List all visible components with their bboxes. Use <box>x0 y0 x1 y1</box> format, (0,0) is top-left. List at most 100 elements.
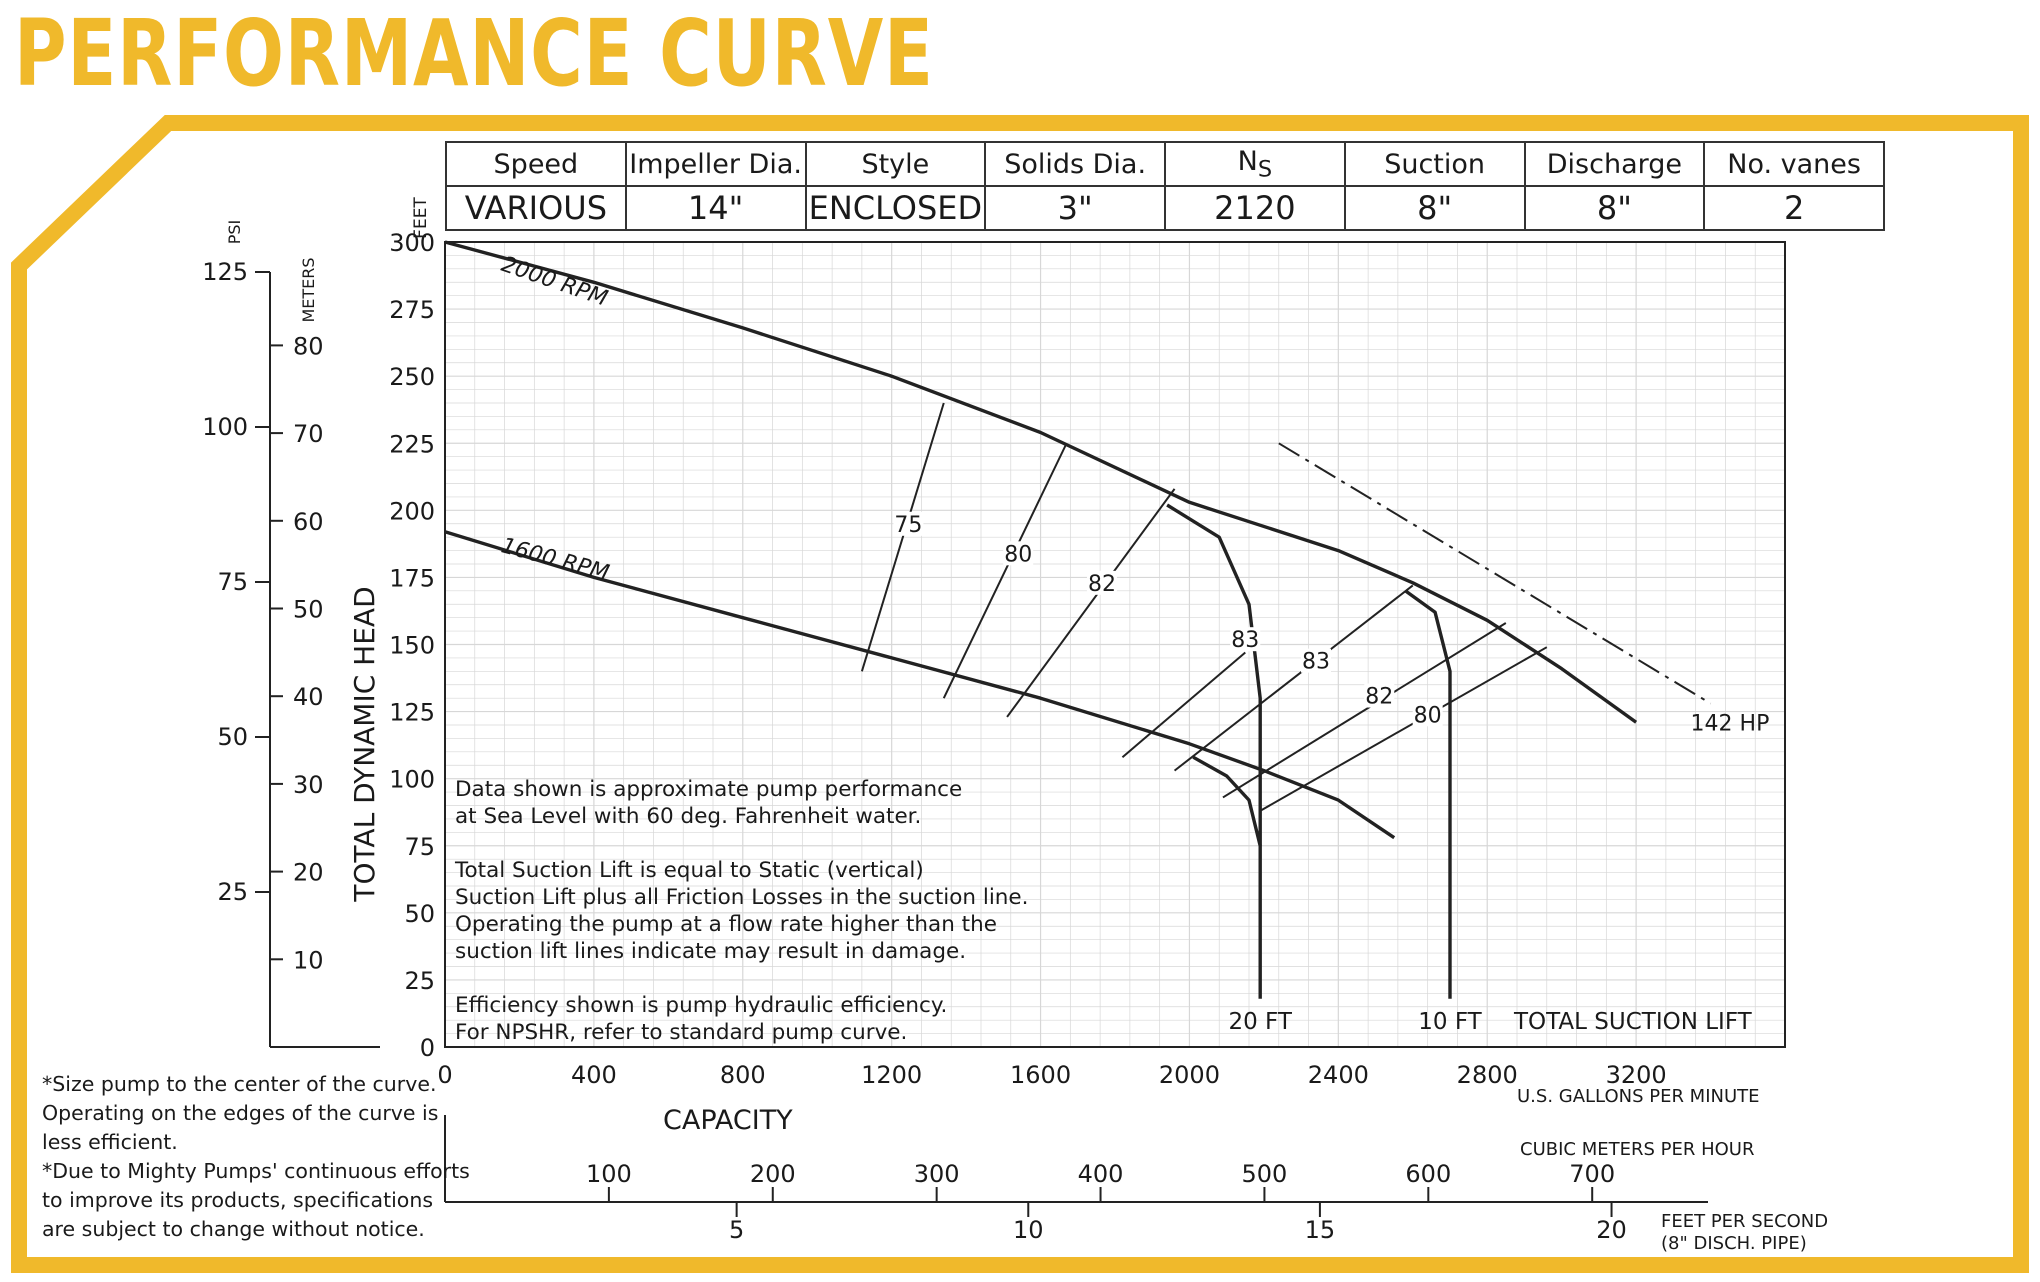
y-tick-label: 0 <box>420 1034 435 1062</box>
footnotes: *Size pump to the center of the curve. O… <box>42 1070 470 1244</box>
spec-header: Impeller Dia. <box>624 141 807 187</box>
note-line: Total Suction Lift is equal to Static (v… <box>455 858 924 883</box>
footnote-line: are subject to change without notice. <box>42 1217 425 1241</box>
spec-header: N <box>1237 145 1258 177</box>
spec-header: Speed <box>445 141 627 187</box>
x-tick-label: 2000 <box>1159 1061 1220 1089</box>
specs-table: Speed Impeller Dia. Style Solids Dia. NS… <box>445 141 1885 231</box>
x-tick-label: 2400 <box>1308 1061 1369 1089</box>
efficiency-label-bg <box>1364 683 1395 708</box>
meters-tick-label: 20 <box>293 859 324 887</box>
suction-lift-label: 10 FT <box>1418 1009 1482 1035</box>
fps-tick-label: 20 <box>1596 1216 1627 1244</box>
fps-tick-label: 5 <box>729 1216 744 1244</box>
meters-tick-label: 30 <box>293 771 324 799</box>
x-tick-label: 1200 <box>861 1061 922 1089</box>
cmh-tick-label: 600 <box>1405 1160 1451 1188</box>
note-line: at Sea Level with 60 deg. Fahrenheit wat… <box>455 804 922 829</box>
spec-value: ENCLOSED <box>804 185 987 231</box>
spec-value: 2 <box>1703 185 1885 231</box>
efficiency-line <box>1173 584 1414 772</box>
meters-tick-label: 40 <box>293 683 324 711</box>
suction-lift-title: TOTAL SUCTION LIFT <box>1513 1009 1753 1035</box>
y-tick-label: 150 <box>389 632 435 660</box>
y-tick-label: 125 <box>389 699 435 727</box>
suction-lift-label: 20 FT <box>1228 1009 1292 1035</box>
cmh-tick-label: 300 <box>914 1160 960 1188</box>
footnote-line: Operating on the edges of the curve is <box>42 1101 439 1125</box>
spec-value: 8" <box>1343 185 1526 231</box>
footnote-line: *Due to Mighty Pumps' continuous efforts <box>42 1159 470 1183</box>
psi-tick-label: 25 <box>217 878 248 906</box>
y-axis-title: TOTAL DYNAMIC HEAD <box>348 586 381 902</box>
footnote-line: *Size pump to the center of the curve. <box>42 1072 437 1096</box>
fps-axis-sublabel: (8" DISCH. PIPE) <box>1661 1233 1807 1254</box>
suction-lift-curve <box>1404 589 1452 999</box>
y-unit-label: FEET <box>411 197 431 239</box>
x-tick-label: 400 <box>571 1061 617 1089</box>
y-tick-label: 300 <box>389 229 435 257</box>
psi-tick-label: 50 <box>217 723 248 751</box>
efficiency-label: 80 <box>1414 703 1442 728</box>
spec-header-ns: NS <box>1164 141 1346 187</box>
cmh-tick-label: 700 <box>1569 1160 1615 1188</box>
efficiency-label-bg <box>1230 627 1261 652</box>
meters-tick-label: 50 <box>293 596 324 624</box>
y-tick-label: 100 <box>389 766 435 794</box>
y-tick-label: 75 <box>404 833 435 861</box>
meters-tick-label: 10 <box>293 946 324 974</box>
series-2000-rpm <box>444 240 1638 724</box>
efficiency-label-bg <box>893 511 924 536</box>
cmh-tick-label: 200 <box>750 1160 796 1188</box>
efficiency-label: 83 <box>1231 628 1259 653</box>
meters-tick-label: 60 <box>293 508 324 536</box>
x-unit-label: U.S. GALLONS PER MINUTE <box>1517 1086 1760 1107</box>
note-line: suction lift lines indicate may result i… <box>455 939 967 964</box>
meters-tick-label: 70 <box>293 420 324 448</box>
specs-header-row: Speed Impeller Dia. Style Solids Dia. NS… <box>445 141 1885 187</box>
efficiency-label: 75 <box>894 513 922 538</box>
meters-tick-label: 80 <box>293 332 324 360</box>
note-suction: Total Suction Lift is equal to Static (v… <box>455 857 1029 965</box>
hp-line <box>1278 442 1712 705</box>
efficiency-label: 83 <box>1302 650 1330 675</box>
efficiency-line <box>1222 622 1507 799</box>
efficiency-line <box>1121 651 1246 758</box>
efficiency-line <box>860 402 945 672</box>
spec-value: 2120 <box>1164 185 1346 231</box>
x-tick-label: 2800 <box>1457 1061 1518 1089</box>
note-efficiency: Efficiency shown is pump hydraulic effic… <box>455 992 947 1046</box>
note-approx: Data shown is approximate pump performan… <box>455 776 962 830</box>
y-tick-label: 275 <box>389 296 435 324</box>
spec-value: 14" <box>624 185 807 231</box>
meters-axis-label: METERS <box>299 257 318 322</box>
note-line: Operating the pump at a flow rate higher… <box>455 912 997 937</box>
x-tick-label: 800 <box>720 1061 766 1089</box>
note-line: For NPSHR, refer to standard pump curve. <box>455 1020 908 1045</box>
x-tick-label: 1600 <box>1010 1061 1071 1089</box>
page-title: PERFORMANCE CURVE <box>14 0 934 107</box>
efficiency-label: 80 <box>1004 542 1032 567</box>
cmh-tick-label: 100 <box>586 1160 632 1188</box>
note-line: Efficiency shown is pump hydraulic effic… <box>455 993 948 1018</box>
chart-grid <box>444 241 1786 1048</box>
efficiency-label: 82 <box>1088 572 1116 597</box>
efficiency-label-bg <box>1301 648 1331 673</box>
x-tick-label: 0 <box>437 1061 452 1089</box>
y-tick-label: 25 <box>404 967 435 995</box>
psi-tick-label: 100 <box>202 413 248 441</box>
efficiency-label-bg <box>1003 541 1034 566</box>
cmh-axis-label: CUBIC METERS PER HOUR <box>1520 1139 1754 1160</box>
fps-tick-label: 15 <box>1305 1216 1336 1244</box>
note-line: Suction Lift plus all Friction Losses in… <box>455 885 1029 910</box>
chart-axes: 0 25 50 75 100 125 150 175 200 225 250 275 300 0 400 80… <box>202 197 1828 1254</box>
fps-axis-label: FEET PER SECOND <box>1661 1211 1828 1232</box>
spec-value: VARIOUS <box>445 185 627 231</box>
footnote-line: to improve its products, specifications <box>42 1188 434 1212</box>
specs-value-row: VARIOUS 14" ENCLOSED 3" 2120 8" 8" 2 <box>445 185 1885 231</box>
chart-series <box>444 240 1712 999</box>
series-1600-rpm <box>444 530 1396 840</box>
series-label: 1600 RPM <box>498 533 611 586</box>
